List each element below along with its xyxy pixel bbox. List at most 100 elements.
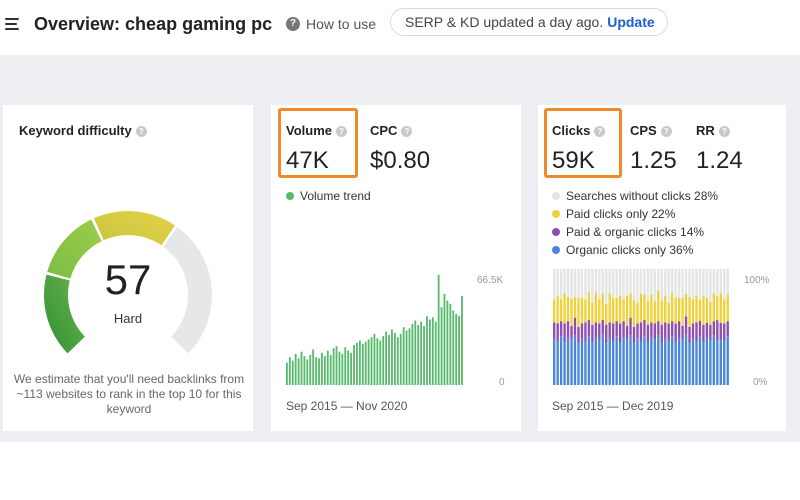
- clicks-bar-segment[interactable]: [559, 299, 563, 322]
- clicks-bar-segment[interactable]: [563, 342, 566, 385]
- clicks-bar-segment[interactable]: [632, 327, 636, 344]
- clicks-bar-segment[interactable]: [653, 323, 657, 340]
- volume-bar[interactable]: [353, 345, 355, 385]
- clicks-bar-segment[interactable]: [695, 269, 698, 296]
- clicks-bar-segment[interactable]: [622, 269, 625, 300]
- clicks-bar-segment[interactable]: [643, 294, 646, 321]
- volume-bar[interactable]: [414, 320, 417, 385]
- volume-bar[interactable]: [332, 348, 335, 385]
- clicks-bar-segment[interactable]: [657, 269, 660, 292]
- volume-bar[interactable]: [452, 310, 455, 385]
- clicks-bar-segment[interactable]: [587, 320, 591, 337]
- clicks-bar-segment[interactable]: [612, 298, 615, 324]
- volume-bar[interactable]: [312, 349, 315, 385]
- clicks-bar-segment[interactable]: [577, 327, 580, 344]
- clicks-bar-segment[interactable]: [667, 302, 670, 324]
- clicks-bar-segment[interactable]: [653, 269, 657, 302]
- clicks-bar-segment[interactable]: [584, 340, 587, 385]
- clicks-bar-segment[interactable]: [664, 295, 667, 323]
- clicks-bar-segment[interactable]: [563, 269, 566, 294]
- volume-bar[interactable]: [329, 355, 332, 385]
- clicks-bar-segment[interactable]: [553, 322, 556, 339]
- clicks-bar-segment[interactable]: [629, 269, 632, 294]
- clicks-bar-segment[interactable]: [570, 325, 573, 340]
- clicks-bar-segment[interactable]: [684, 293, 688, 317]
- clicks-bar-segment[interactable]: [709, 340, 712, 385]
- clicks-bar-segment[interactable]: [605, 303, 608, 325]
- clicks-bar-segment[interactable]: [573, 335, 577, 385]
- clicks-bar-segment[interactable]: [573, 269, 577, 297]
- volume-bar[interactable]: [356, 342, 358, 385]
- clicks-bar-segment[interactable]: [695, 322, 698, 341]
- clicks-bar-segment[interactable]: [723, 269, 726, 300]
- clicks-bar-segment[interactable]: [615, 298, 618, 322]
- menu-icon[interactable]: [5, 18, 19, 30]
- rr-help-icon[interactable]: ?: [718, 126, 730, 137]
- volume-bar[interactable]: [455, 313, 458, 385]
- clicks-bar-segment[interactable]: [726, 321, 729, 337]
- clicks-bar-segment[interactable]: [702, 295, 705, 325]
- clicks-bar-segment[interactable]: [632, 269, 636, 301]
- volume-bar[interactable]: [405, 330, 408, 385]
- volume-bar[interactable]: [428, 319, 431, 385]
- clicks-bar-segment[interactable]: [591, 269, 594, 303]
- clicks-bar-segment[interactable]: [612, 269, 615, 298]
- clicks-bar-segment[interactable]: [636, 338, 639, 385]
- clicks-bar-segment[interactable]: [667, 323, 670, 341]
- volume-bar[interactable]: [347, 350, 350, 385]
- clicks-bar-segment[interactable]: [566, 269, 570, 297]
- clicks-bar-segment[interactable]: [671, 321, 674, 337]
- clicks-bar-segment[interactable]: [698, 300, 702, 321]
- volume-bar[interactable]: [461, 296, 463, 385]
- clicks-bar-segment[interactable]: [587, 292, 591, 321]
- volume-bar[interactable]: [315, 357, 317, 385]
- volume-bar[interactable]: [294, 353, 297, 385]
- clicks-bar-segment[interactable]: [691, 338, 695, 385]
- clicks-bar-segment[interactable]: [608, 338, 611, 385]
- clicks-bar-segment[interactable]: [705, 337, 709, 385]
- volume-help-icon[interactable]: ?: [336, 126, 347, 137]
- clicks-bar-segment[interactable]: [608, 293, 611, 323]
- clicks-bar-segment[interactable]: [580, 323, 584, 339]
- clicks-bar-segment[interactable]: [566, 321, 570, 338]
- clicks-bar-segment[interactable]: [566, 296, 570, 322]
- clicks-bar-segment[interactable]: [629, 293, 632, 318]
- clicks-bar-segment[interactable]: [639, 269, 643, 294]
- clicks-bar-segment[interactable]: [594, 269, 598, 293]
- volume-bar[interactable]: [446, 300, 449, 385]
- clicks-bar-segment[interactable]: [612, 323, 615, 341]
- volume-bar[interactable]: [286, 362, 288, 385]
- clicks-bar-segment[interactable]: [716, 269, 719, 297]
- clicks-bar-segment[interactable]: [705, 322, 709, 338]
- clicks-bar-segment[interactable]: [671, 269, 674, 293]
- clicks-bar-segment[interactable]: [601, 320, 604, 334]
- clicks-bar-segment[interactable]: [563, 293, 566, 324]
- volume-bar[interactable]: [443, 293, 446, 385]
- clicks-bar-segment[interactable]: [646, 324, 650, 343]
- clicks-bar-segment[interactable]: [702, 269, 705, 296]
- clicks-bar-segment[interactable]: [684, 316, 688, 335]
- clicks-bar-segment[interactable]: [664, 269, 667, 296]
- clicks-bar-segment[interactable]: [639, 293, 643, 323]
- volume-bar[interactable]: [326, 350, 329, 385]
- clicks-bar-segment[interactable]: [674, 342, 677, 385]
- clicks-bar-segment[interactable]: [553, 299, 556, 323]
- clicks-bar-segment[interactable]: [608, 269, 611, 294]
- clicks-bar-segment[interactable]: [580, 269, 584, 298]
- clicks-help-icon[interactable]: ?: [594, 126, 606, 137]
- clicks-bar-segment[interactable]: [591, 302, 594, 325]
- clicks-bar-segment[interactable]: [594, 322, 598, 338]
- clicks-bar-segment[interactable]: [570, 269, 573, 300]
- clicks-bar-segment[interactable]: [705, 297, 709, 323]
- clicks-bar-segment[interactable]: [615, 321, 618, 337]
- clicks-bar-segment[interactable]: [559, 269, 563, 300]
- clicks-bar-segment[interactable]: [587, 269, 591, 293]
- clicks-bar-segment[interactable]: [584, 299, 587, 323]
- clicks-bar-segment[interactable]: [580, 338, 584, 385]
- clicks-bar-segment[interactable]: [646, 301, 650, 325]
- clicks-bar-segment[interactable]: [643, 320, 646, 337]
- clicks-bar-segment[interactable]: [553, 338, 556, 385]
- clicks-bar-segment[interactable]: [636, 323, 639, 339]
- clicks-bar-segment[interactable]: [573, 317, 577, 336]
- clicks-bar-segment[interactable]: [719, 293, 722, 323]
